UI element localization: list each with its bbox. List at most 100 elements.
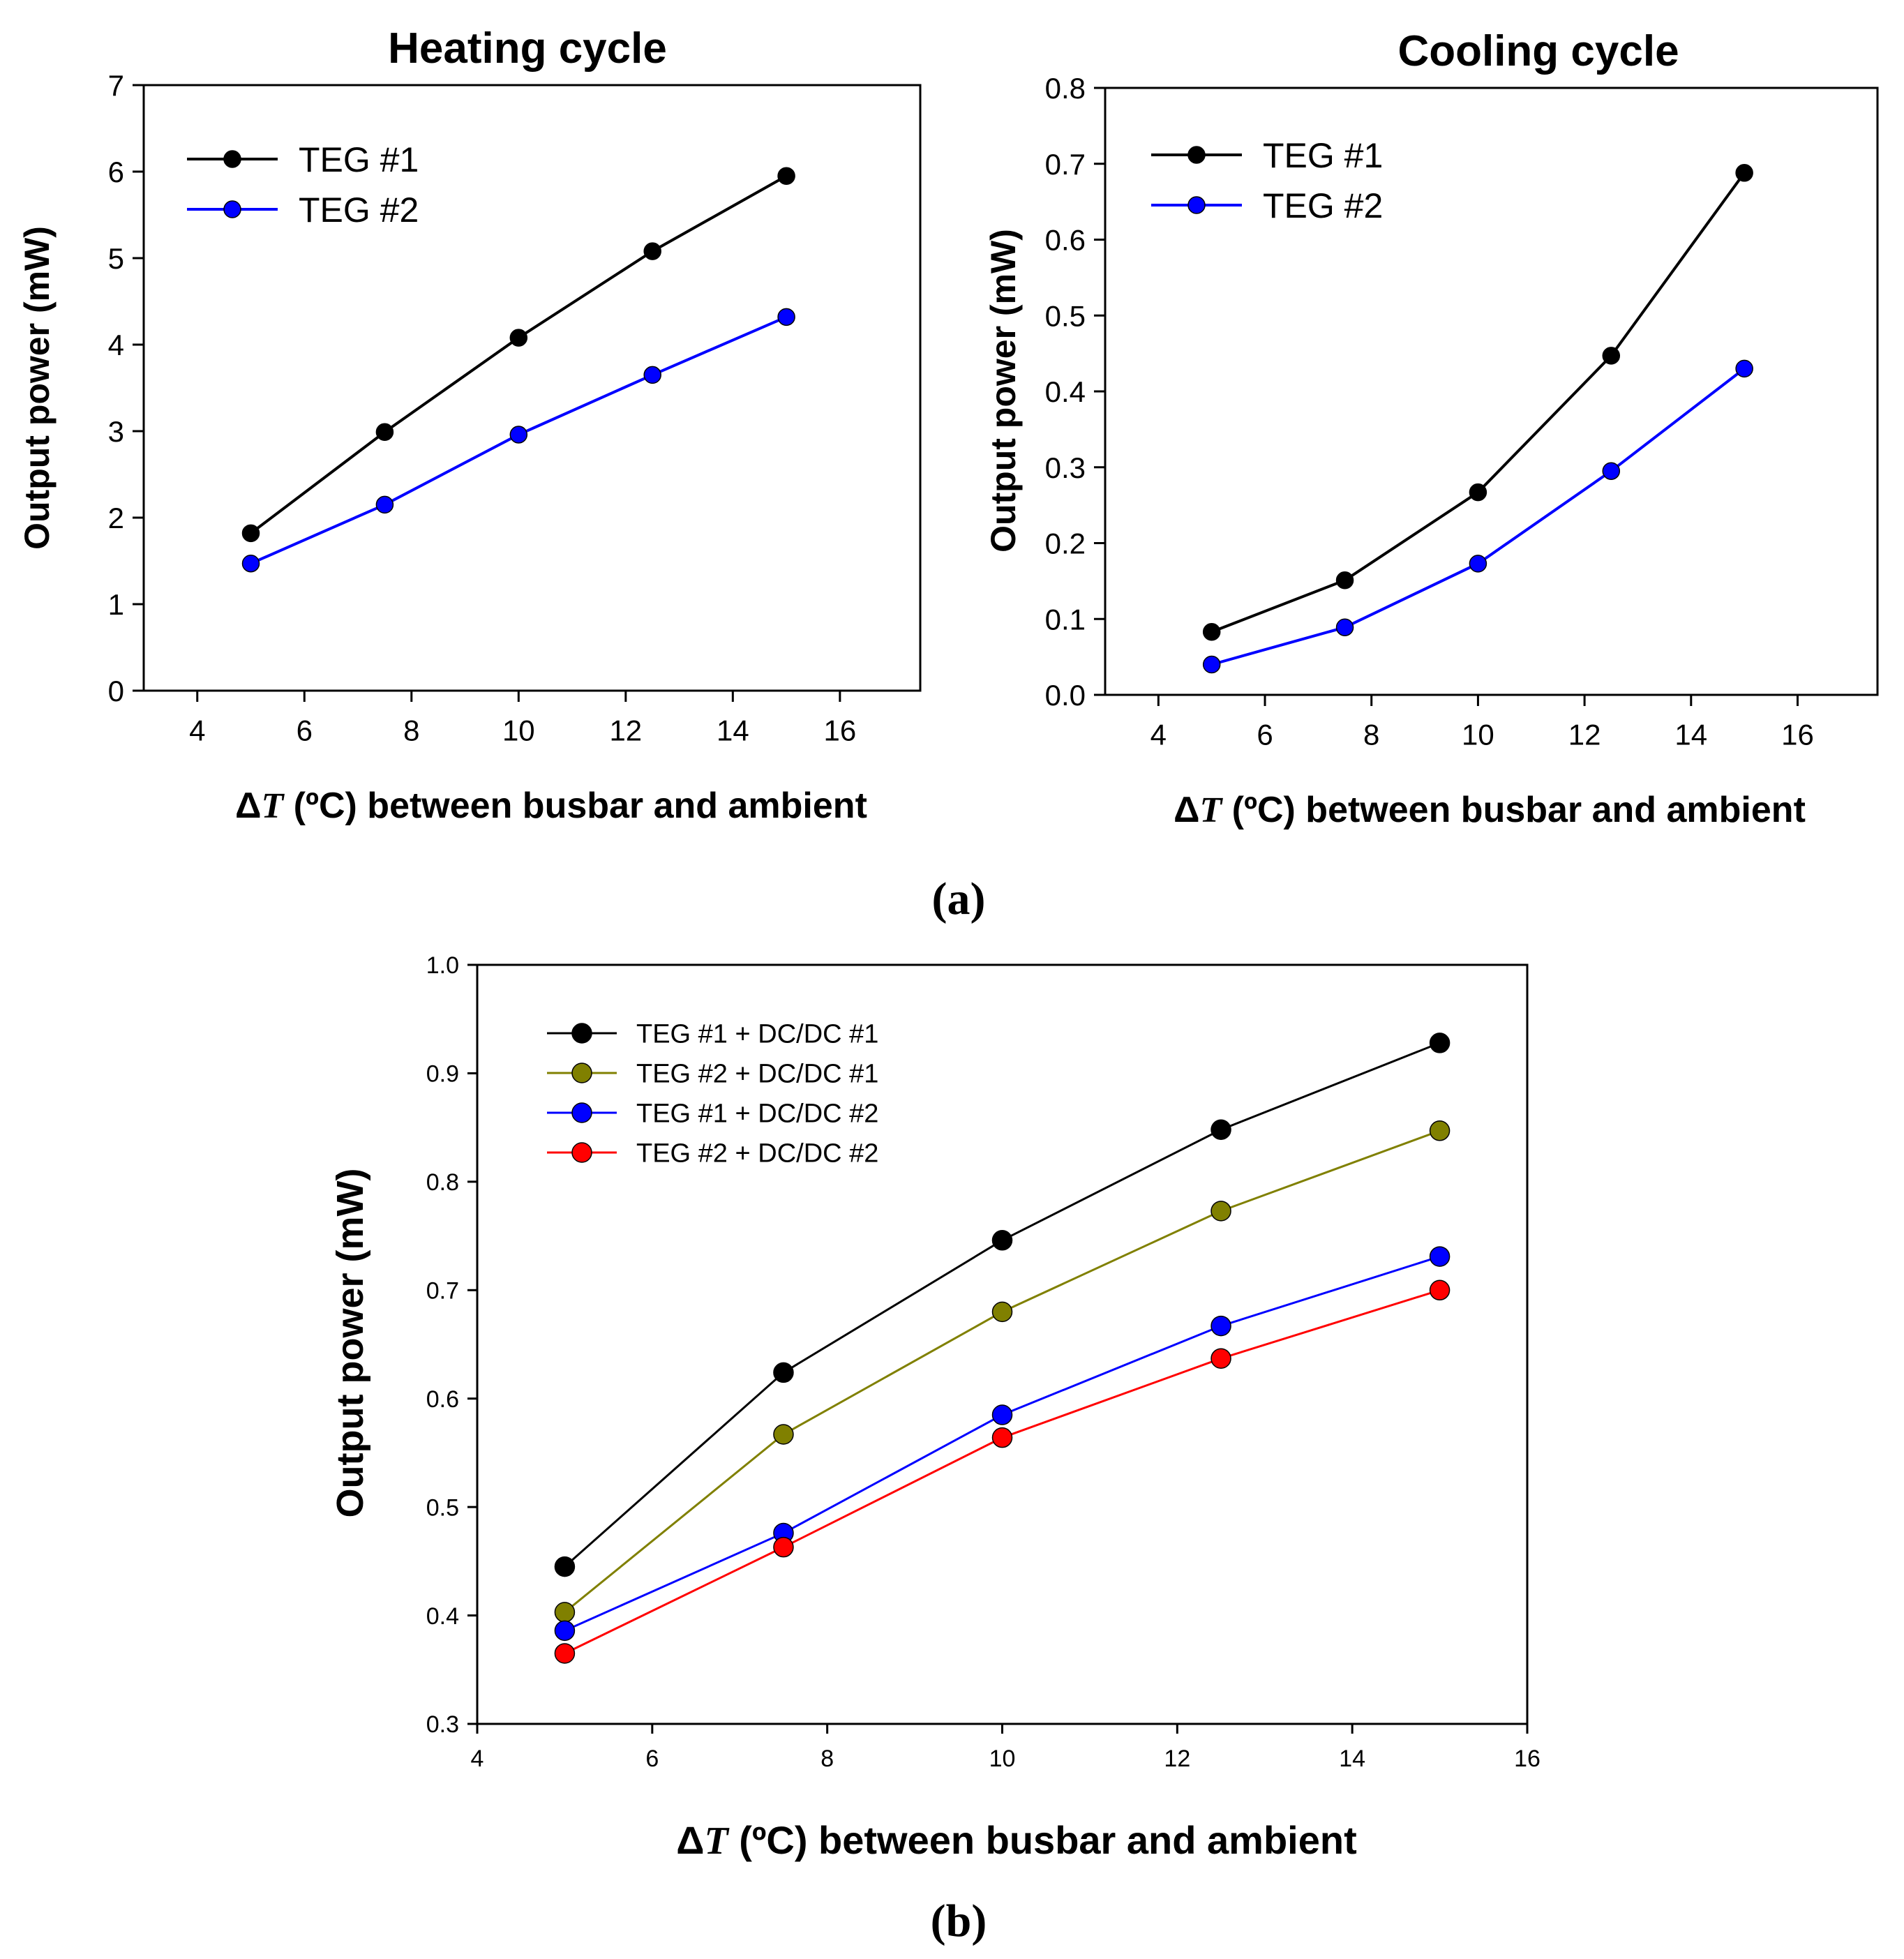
cooling-x-tick-label: 14	[1674, 719, 1707, 751]
cooling-x-tick-label: 10	[1462, 719, 1494, 751]
heating-series-2-point	[643, 366, 661, 384]
dcdc-series-1-point	[1429, 1033, 1451, 1053]
dcdc-y-tick-label: 0.5	[426, 1494, 459, 1521]
dcdc-series-2-point	[1429, 1120, 1451, 1141]
dcdc-y-tick-label: 0.4	[426, 1603, 459, 1630]
heating-x-tick-label: 16	[824, 714, 857, 747]
dcdc-x-tick-label: 16	[1514, 1746, 1541, 1772]
cooling-series-1-point	[1469, 483, 1487, 502]
cooling-y-tick-label: 0.7	[1045, 148, 1086, 181]
heating-x-tick-label: 14	[717, 714, 749, 747]
heating-x-axis-text: (ºC) between busbar and ambient	[283, 786, 867, 826]
dcdc-series-4-point	[991, 1427, 1013, 1448]
heating-legend: TEG #1 TEG #2	[187, 140, 419, 230]
cooling-y-tick-label: 0.8	[1045, 72, 1086, 105]
cooling-legend-marker-2	[1187, 196, 1206, 214]
heating-series-2-point	[509, 426, 528, 444]
cooling-legend-label-2: TEG #2	[1263, 186, 1383, 225]
dcdc-y-tick-label: 0.3	[426, 1711, 459, 1738]
heating-series-line-1	[250, 174, 788, 534]
dcdc-ticks: 4 6 8 10 12 14 16 0.3 0.4 0.5 0.6 0.7 0.8 0.9 1.0	[426, 952, 1541, 1772]
heating-series-2-point	[241, 554, 260, 573]
dcdc-marks	[554, 1033, 1451, 1664]
heating-y-tick-label: 7	[108, 69, 124, 102]
heating-series-1-point	[777, 167, 795, 185]
cooling-x-tick-label: 8	[1363, 719, 1379, 751]
heating-legend-marker-1	[223, 150, 241, 168]
dcdc-y-tick-label: 1.0	[426, 952, 459, 979]
heating-legend-label-1: TEG #1	[299, 140, 419, 179]
dcdc-series-line-4	[564, 1289, 1441, 1655]
dcdc-series-3-point	[1210, 1315, 1231, 1337]
cooling-series-1-point	[1735, 164, 1753, 182]
dcdc-series-3-point	[1429, 1246, 1451, 1267]
cooling-series-2-point	[1735, 359, 1753, 378]
cooling-x-tick-label: 12	[1568, 719, 1601, 751]
cooling-series-1-point	[1602, 347, 1621, 365]
cooling-series-line-2	[1211, 367, 1746, 666]
heating-y-tick-label: 4	[108, 329, 124, 361]
heating-x-axis-label: ΔT (ºC) between busbar and ambient	[235, 786, 867, 826]
heating-x-axis-delta: Δ	[235, 786, 261, 826]
cooling-y-tick-label: 0.2	[1045, 527, 1086, 560]
cooling-y-axis-label: Output power (mW)	[984, 229, 1023, 553]
dcdc-series-4-point	[1429, 1279, 1451, 1301]
dcdc-series-1-point	[991, 1230, 1013, 1251]
dcdc-legend-label-4: TEG #2 + DC/DC #2	[636, 1139, 878, 1169]
cooling-y-tick-label: 0.3	[1045, 451, 1086, 484]
heating-x-tick-label: 12	[609, 714, 642, 747]
cooling-legend-marker-1	[1187, 146, 1206, 164]
dcdc-x-axis-variable: T	[705, 1819, 730, 1863]
cooling-series-1-point	[1335, 571, 1354, 590]
dcdc-legend-marker-4	[571, 1142, 592, 1163]
dcdc-series-3-point	[991, 1404, 1013, 1425]
heating-series-2-point	[375, 495, 394, 514]
cooling-x-tick-label: 4	[1150, 719, 1167, 751]
dcdc-series-2-point	[554, 1602, 576, 1623]
cooling-x-axis-variable: T	[1199, 790, 1223, 830]
cooling-x-tick-label: 16	[1781, 719, 1814, 751]
dcdc-x-axis-delta: Δ	[676, 1818, 704, 1862]
cooling-series-2-point	[1335, 618, 1354, 636]
heating-x-tick-label: 4	[189, 714, 205, 747]
cooling-x-tick-label: 6	[1257, 719, 1273, 751]
dcdc-series-2-point	[773, 1424, 794, 1445]
dcdc-y-tick-label: 0.7	[426, 1278, 459, 1305]
dcdc-x-tick-label: 10	[989, 1746, 1016, 1772]
heating-y-tick-label: 1	[108, 588, 124, 621]
dcdc-legend-label-3: TEG #1 + DC/DC #2	[636, 1099, 878, 1129]
panel-label-b: (b)	[931, 1896, 987, 1946]
heating-y-tick-label: 3	[108, 415, 124, 448]
dcdc-series-3-point	[554, 1620, 576, 1642]
dcdc-x-axis-label: ΔT (ºC) between busbar and ambient	[676, 1818, 1356, 1863]
dcdc-legend-marker-3	[571, 1102, 592, 1123]
cooling-y-tick-label: 0.5	[1045, 299, 1086, 332]
cooling-x-axis-delta: Δ	[1174, 790, 1199, 830]
heating-plot-frame	[142, 84, 922, 692]
dcdc-legend-marker-1	[571, 1023, 592, 1044]
heating-series-2-point	[777, 308, 795, 326]
dcdc-x-axis-text: (ºC) between busbar and ambient	[728, 1818, 1357, 1862]
panel-label-a: (a)	[932, 873, 986, 924]
dcdc-legend-marker-2	[571, 1063, 592, 1083]
cooling-series-2-point	[1602, 462, 1621, 480]
heating-series-1-point	[509, 329, 528, 347]
dcdc-x-tick-label: 6	[645, 1746, 659, 1772]
dcdc-x-tick-label: 12	[1164, 1746, 1190, 1772]
cooling-plot-frame	[1104, 87, 1879, 696]
heating-series-1-point	[375, 423, 394, 441]
dcdc-legend-label-2: TEG #2 + DC/DC #1	[636, 1060, 878, 1089]
cooling-marks	[1202, 164, 1753, 674]
cooling-chart: Cooling cycle 4 6 8 10 12 14 16 0.0 0.1 0.2 0.3 0.4…	[984, 27, 1879, 830]
cooling-legend: TEG #1 TEG #2	[1151, 136, 1383, 225]
heating-marks	[241, 167, 795, 573]
dcdc-x-tick-label: 8	[820, 1746, 834, 1772]
heating-chart-title: Heating cycle	[388, 24, 667, 73]
cooling-y-tick-label: 0.1	[1045, 603, 1086, 636]
cooling-y-tick-label: 0.6	[1045, 224, 1086, 257]
heating-legend-marker-2	[223, 200, 241, 218]
heating-y-tick-label: 6	[108, 156, 124, 188]
